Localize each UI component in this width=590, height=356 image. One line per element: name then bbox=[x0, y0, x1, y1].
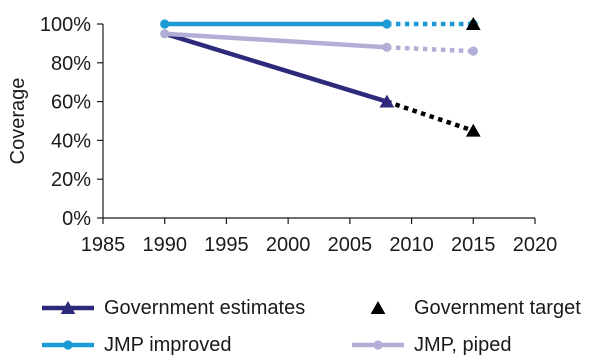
legend-item-jmp-improved: JMP improved bbox=[40, 334, 231, 356]
legend-swatch-jmp-improved bbox=[42, 340, 94, 350]
legend-swatch-government-estimates bbox=[42, 301, 94, 314]
series-line-jmp-piped bbox=[162, 31, 390, 50]
legend-swatch-government-target bbox=[370, 301, 386, 314]
y-axis-title: Coverage bbox=[7, 78, 29, 165]
legend-label: JMP, piped bbox=[414, 334, 512, 356]
data-point-jmp-improved bbox=[382, 19, 392, 29]
data-point-jmp-piped bbox=[160, 29, 170, 39]
x-tick-label: 1995 bbox=[204, 234, 249, 256]
y-tick-label: 0% bbox=[62, 208, 91, 230]
plot-area bbox=[160, 17, 481, 137]
triangle-markers bbox=[379, 17, 481, 137]
legend-marker-government-estimates bbox=[60, 301, 76, 314]
y-tick-label: 80% bbox=[51, 53, 91, 75]
data-point-jmp-piped bbox=[382, 42, 392, 52]
x-tick-label: 2005 bbox=[328, 234, 373, 256]
data-point-jmp-piped bbox=[468, 46, 478, 56]
x-tick-label: 1985 bbox=[81, 234, 126, 256]
y-tick-label: 20% bbox=[51, 169, 91, 191]
data-point-jmp-improved bbox=[160, 19, 170, 29]
legend-marker-jmp-improved bbox=[63, 340, 73, 350]
y-tick-label: 60% bbox=[51, 92, 91, 114]
projection-line-jmp-piped bbox=[386, 45, 474, 54]
projection-line-government-estimates bbox=[386, 99, 475, 133]
legend-label: Government target bbox=[414, 297, 581, 319]
legend-label: Government estimates bbox=[104, 297, 306, 319]
legend-item-government-target: Government target bbox=[350, 297, 581, 319]
legend-item-government-estimates: Government estimates bbox=[40, 297, 305, 319]
data-point-government-target bbox=[465, 17, 481, 30]
y-tick-label: 40% bbox=[51, 130, 91, 152]
legend-swatch-jmp-piped bbox=[352, 340, 404, 350]
series-lines bbox=[162, 21, 390, 104]
legend-label: JMP improved bbox=[104, 334, 232, 356]
legend-marker-jmp-piped bbox=[373, 340, 383, 350]
legend-marker-government-target bbox=[370, 301, 386, 314]
axes: 0% 20% 40% 60% 80% 100% 1985 1990 1995 2000 2005 20… bbox=[7, 14, 557, 256]
legend: Government estimates Government target J… bbox=[0, 288, 590, 356]
projection-lines bbox=[386, 21, 475, 133]
x-tick-label: 2010 bbox=[389, 234, 434, 256]
x-tick-label: 2000 bbox=[266, 234, 311, 256]
series-line-government-estimates bbox=[162, 31, 390, 104]
x-tick-label: 2020 bbox=[513, 234, 558, 256]
line-chart: 0% 20% 40% 60% 80% 100% 1985 1990 1995 2000 2005 20… bbox=[7, 14, 557, 256]
data-point-government-target bbox=[465, 123, 481, 137]
x-tick-label: 2015 bbox=[451, 234, 496, 256]
data-point-government-estimates bbox=[379, 94, 395, 108]
legend-item-jmp-piped: JMP, piped bbox=[350, 334, 511, 356]
x-tick-label: 1990 bbox=[142, 234, 187, 256]
y-tick-label: 100% bbox=[40, 14, 91, 36]
